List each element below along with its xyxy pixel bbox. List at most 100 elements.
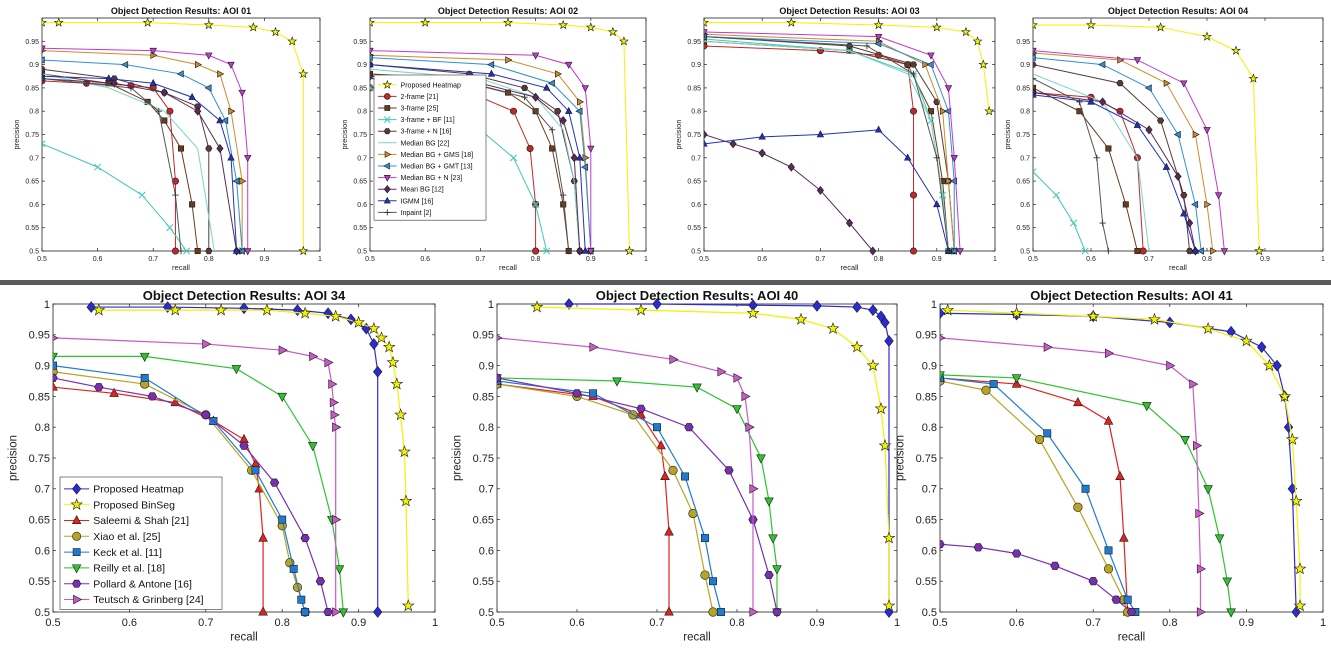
data-point-p_3fbf [183, 247, 191, 255]
data-point-teutsch [332, 514, 342, 525]
y-tick-label: 0.9 [922, 360, 937, 372]
data-point-binseg [746, 306, 760, 319]
y-tick-label: 0.6 [1020, 202, 1030, 209]
data-point-binseg [1263, 358, 1276, 372]
y-tick-label: 0.85 [916, 391, 937, 403]
data-point-p_inpaint [370, 75, 374, 82]
data-point-saleemi [53, 381, 58, 391]
x-tick-label: 1 [894, 617, 900, 629]
data-point-p_mean [845, 218, 854, 228]
data-point-pollard [1126, 607, 1137, 617]
data-point-p_mbgn [238, 89, 246, 97]
legend-item-label: 3-frame [25] [401, 105, 439, 112]
data-point-p_mean [216, 143, 224, 153]
legend-item-label: Saleemi & Shah [21] [93, 515, 189, 527]
legend-item-label: Inpaint [2] [401, 210, 432, 217]
data-point-binseg [92, 303, 106, 316]
data-point-p_gms [194, 60, 203, 69]
data-point-keck [278, 515, 287, 524]
y-tick-label: 0.9 [35, 360, 50, 372]
data-point-xiao [1034, 434, 1045, 445]
data-point-reilly [53, 352, 58, 362]
data-point-teutsch [1104, 348, 1115, 359]
y-tick-label: 0.85 [353, 85, 367, 92]
data-point-reilly [772, 565, 782, 575]
data-point-p_3fbf [1052, 191, 1060, 199]
y-tick-label: 0.8 [922, 422, 937, 434]
y-tick-label: 0.7 [479, 484, 494, 496]
data-point-p_gms [1210, 247, 1218, 255]
data-point-pollard [724, 466, 734, 475]
legend-marker [382, 79, 392, 89]
series-line-reilly [53, 355, 344, 613]
data-point-p_3frame [1105, 145, 1112, 152]
data-point-keck [589, 389, 597, 398]
legend-marker [383, 175, 391, 182]
data-point-binseg [298, 306, 312, 319]
data-point-p_mbgn [944, 85, 953, 93]
legend-marker [72, 579, 82, 588]
data-point-keck [140, 373, 149, 382]
data-point-p_gmt [949, 247, 957, 255]
data-point-teutsch [332, 422, 342, 432]
data-point-saleemi [258, 532, 268, 542]
y-tick-label: 0.7 [35, 484, 50, 496]
y-tick-label: 0.8 [29, 109, 39, 116]
data-point-p_2frame [532, 247, 540, 255]
data-point-p_3fbf [166, 224, 174, 232]
data-point-binseg [826, 321, 840, 335]
data-point-p_3fn [1033, 61, 1037, 68]
legend-marker [384, 105, 391, 111]
data-point-teutsch [749, 484, 759, 494]
y-tick-label: 0.75 [25, 132, 39, 139]
y-tick-label: 0.7 [922, 484, 937, 496]
data-point-binseg [390, 377, 404, 390]
legend-item-label: Median BG + N [23] [401, 175, 463, 182]
data-point-p_gmt [221, 116, 229, 125]
data-point-p_heatmap [786, 17, 797, 27]
legend-item-label: IGMM [16] [401, 198, 434, 205]
data-point-binseg [375, 331, 388, 344]
data-point-p_mbgn [1180, 80, 1188, 88]
y-tick-label: 0.9 [1020, 62, 1030, 69]
data-point-heatmap [812, 299, 822, 312]
data-point-binseg [866, 358, 880, 372]
data-point-pollard [300, 534, 310, 543]
x-tick-label: 1 [432, 617, 438, 629]
data-point-teutsch [1195, 508, 1205, 519]
x-tick-label: 0.6 [569, 617, 584, 629]
x-tick-label: 1 [644, 256, 648, 263]
data-point-p_inpaint [172, 191, 179, 199]
x-tick-label: 0.8 [531, 256, 541, 263]
y-tick-label: 0.9 [29, 62, 39, 69]
data-point-reilly [277, 392, 287, 402]
data-point-p_igmm [874, 125, 883, 133]
y-tick-label: 0.65 [916, 514, 937, 526]
data-point-p_mbgn [42, 45, 46, 53]
data-point-p_mbgn [149, 47, 157, 55]
data-point-binseg [1086, 309, 1100, 322]
data-point-p_gmt [575, 107, 583, 115]
y-tick-label: 0.85 [25, 85, 39, 92]
y-tick-label: 0.5 [922, 607, 937, 619]
data-point-reilly [612, 377, 622, 387]
x-tick-label: 0.5 [1028, 256, 1038, 263]
data-point-p_2frame [1139, 247, 1147, 255]
data-point-pollard [973, 543, 983, 552]
chart-title: Object Detection Results: AOI 03 [779, 6, 919, 16]
legend-item-label: Proposed Heatmap [401, 82, 461, 89]
y-tick-label: 0.75 [687, 132, 701, 139]
data-point-p_inpaint [548, 126, 556, 134]
data-point-pollard [239, 441, 249, 450]
data-point-p_2frame [526, 144, 534, 152]
chart-aoi-3: 0.5 0.6 0.7 0.8 0.9 1 0.5 0.55 0.6 0.65 0.7 0.75 0.8… [1003, 6, 1325, 272]
data-point-binseg [530, 300, 544, 313]
data-point-p_inpaint [560, 191, 567, 199]
data-point-p_mbgn [244, 155, 252, 163]
data-point-p_inpaint [910, 70, 917, 78]
legend-marker [383, 162, 390, 170]
data-point-p_igmm [370, 60, 374, 68]
data-point-keck [301, 608, 310, 616]
data-point-p_gmt [237, 247, 245, 255]
data-point-binseg [382, 340, 396, 353]
